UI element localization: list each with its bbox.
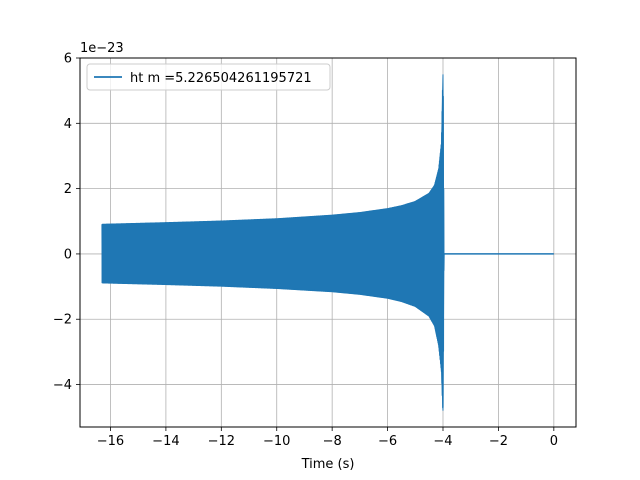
y-tick-label: 6 xyxy=(64,52,72,67)
legend-box xyxy=(86,63,331,91)
legend-entry: ht m =5.226504261195721 xyxy=(130,71,312,86)
x-tick-label: −6 xyxy=(378,434,397,449)
x-tick-label: −10 xyxy=(263,434,290,449)
x-tick-label: −4 xyxy=(433,434,452,449)
x-tick-label: −12 xyxy=(208,434,235,449)
y-tick-label: 2 xyxy=(64,182,72,197)
x-tick-label: −14 xyxy=(152,434,179,449)
series-band xyxy=(101,74,445,411)
series-layer xyxy=(101,74,554,411)
legend: ht m =5.226504261195721 xyxy=(86,63,331,91)
y-offset-label: 1e−23 xyxy=(80,41,124,56)
x-axis-ticks: −16 −14 −12 −10 −8 −6 −4 −2 0 xyxy=(97,427,558,449)
y-axis-ticks: −4 −2 0 2 4 6 xyxy=(53,52,80,393)
x-tick-label: −8 xyxy=(323,434,342,449)
y-tick-label: 0 xyxy=(64,247,72,262)
y-tick-label: −4 xyxy=(53,378,72,393)
x-tick-label: 0 xyxy=(550,434,558,449)
x-axis-label: Time (s) xyxy=(301,457,355,472)
y-tick-label: 4 xyxy=(64,117,72,132)
x-tick-label: −16 xyxy=(97,434,124,449)
y-tick-label: −2 xyxy=(53,313,72,328)
axes-frame xyxy=(79,57,577,428)
x-tick-label: −2 xyxy=(489,434,508,449)
